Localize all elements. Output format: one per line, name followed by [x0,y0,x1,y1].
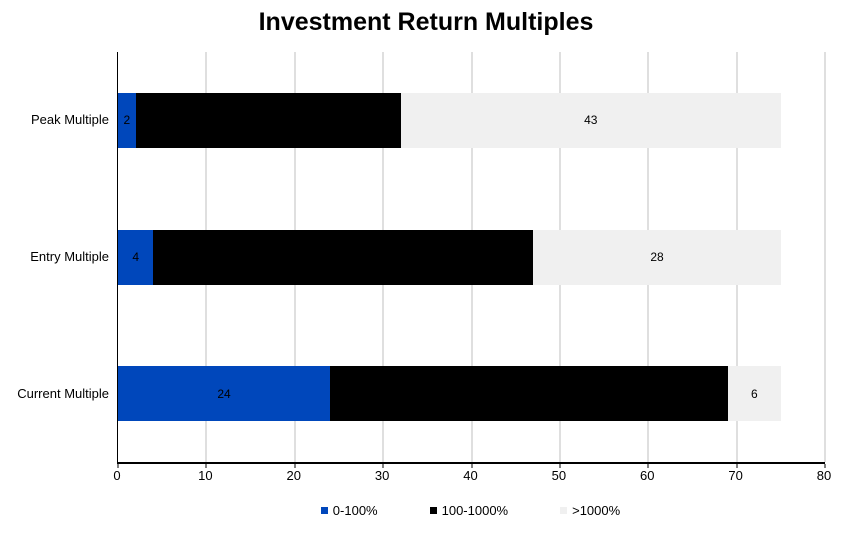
x-tick-label-40: 40 [463,468,478,483]
x-axis-tick-70 [736,464,738,468]
bar-segment-peak-multiple-1000: 43 [400,92,781,148]
x-tick-label-20: 20 [286,468,301,483]
legend-item-100-1000: 100-1000% [429,503,509,518]
category-label-entry-multiple: Entry Multiple [30,249,109,264]
bar-segment-current-multiple-100-1000 [330,366,728,422]
x-tick-label-10: 10 [198,468,213,483]
x-axis-tick-80 [824,464,826,468]
bar-row-current-multiple: 24 6 [118,366,825,422]
chart-title: Investment Return Multiples [258,8,594,36]
bar-segment-current-multiple-0-100: 24 [118,366,331,422]
legend-item-0-100: 0-100% [320,503,378,518]
x-axis-tick-labels: 0 10 20 30 40 50 60 70 80 [113,468,831,484]
y-axis-category-labels: Peak Multiple Entry Multiple Current Multi… [0,52,109,462]
legend-swatch-icon-100-1000 [429,507,437,514]
x-tick-label-70: 70 [728,468,743,483]
bar-row-peak-multiple: 2 43 [118,92,825,148]
gridline-x-80 [824,52,826,462]
legend-label-1000: >1000% [572,503,621,518]
legend-label-100-1000: 100-1000% [441,503,509,518]
x-tick-label-0: 0 [113,468,121,483]
x-axis-tick-20 [294,464,296,468]
legend-item-1000: >1000% [560,503,620,518]
x-axis-tick-50 [559,464,561,468]
category-label-current-multiple: Current Multiple [17,385,109,401]
segment-value-label-current-multiple-1000: 6 [750,386,758,401]
segment-value-label-entry-multiple-0-100: 4 [132,250,140,264]
x-axis-tick-0 [117,464,119,468]
bar-segment-entry-multiple-1000: 28 [533,229,781,285]
segment-value-label-entry-multiple-1000: 28 [650,250,664,264]
x-axis-tick-40 [471,464,472,468]
x-tick-label-80: 80 [816,468,832,483]
x-tick-label-30: 30 [374,468,390,483]
segment-value-label-peak-multiple-0-100: 2 [123,113,131,128]
x-axis-tick-60 [647,464,649,468]
bar-segment-peak-multiple-0-100: 2 [118,92,136,148]
category-label-peak-multiple: Peak Multiple [30,112,109,128]
bar-row-entry-multiple: 4 28 [118,229,825,285]
legend-swatch-icon-1000 [560,507,568,514]
bar-segment-entry-multiple-0-100: 4 [118,229,154,285]
bar-segment-entry-multiple-100-1000 [153,229,534,285]
x-axis-tick-30 [382,464,384,468]
x-tick-label-50: 50 [551,468,567,483]
x-axis-tick-10 [205,464,207,468]
segment-value-label-peak-multiple-1000: 43 [584,113,598,128]
segment-value-label-current-multiple-0-100: 24 [217,386,231,401]
legend-label-0-100: 0-100% [332,503,378,518]
bar-segment-peak-multiple-100-1000 [135,92,401,148]
plot-area: 2 43 4 28 24 6 [117,52,826,468]
legend-swatch-icon-0-100 [320,507,328,514]
legend: 0-100% 100-1000% >1000% [117,503,824,518]
x-tick-label-60: 60 [640,468,655,483]
bar-segment-current-multiple-1000: 6 [727,366,781,422]
